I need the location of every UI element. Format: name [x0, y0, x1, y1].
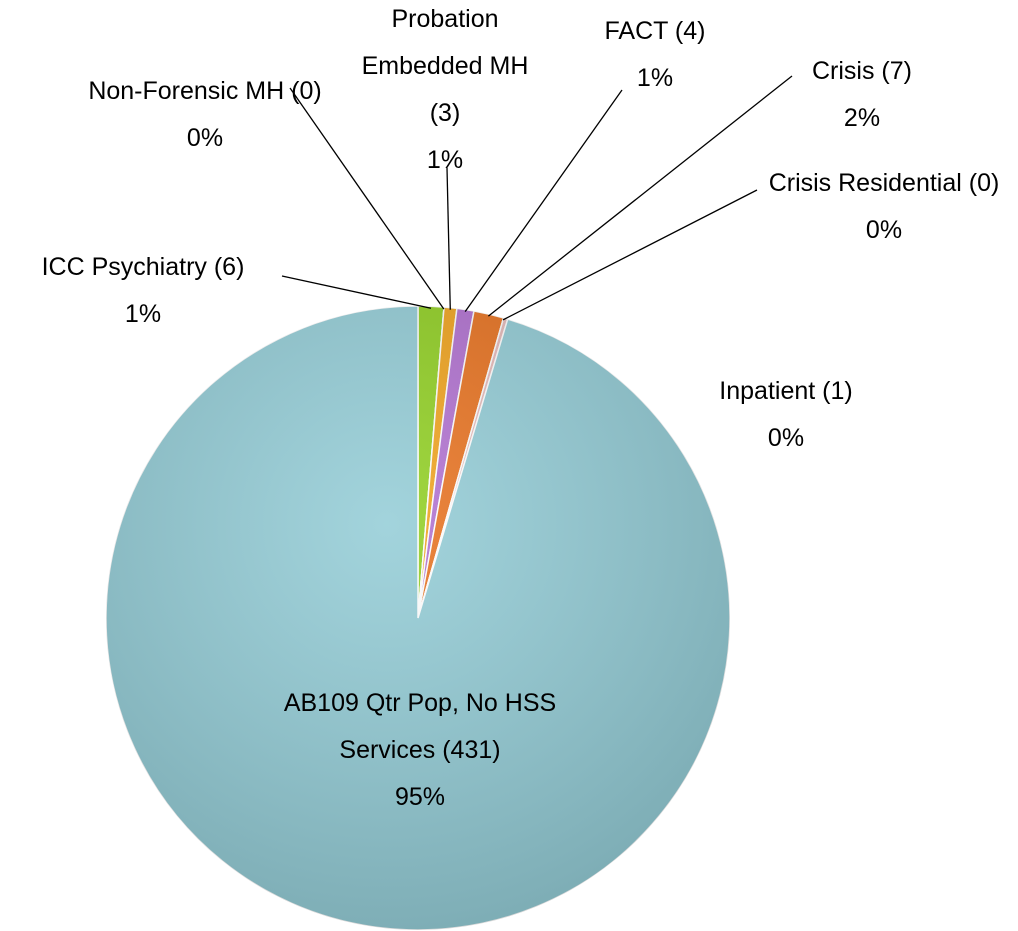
- slice-label: Probation Embedded MH (3): [361, 5, 529, 127]
- slice-label: Non-Forensic MH (0): [88, 77, 322, 105]
- slice-label: FACT (4): [604, 17, 706, 45]
- slice-percent: 2%: [843, 104, 881, 132]
- slice-percent: 1%: [636, 64, 674, 92]
- leader-line: [502, 189, 758, 321]
- slice-label: AB109 Qtr Pop, No HSS Services (431): [283, 689, 557, 764]
- leader-line: [487, 75, 793, 317]
- leader-line: [281, 275, 432, 309]
- slice-percent: 1%: [426, 146, 464, 174]
- slice-percent: 0%: [767, 424, 805, 452]
- slice-label: Crisis (7): [812, 57, 912, 85]
- slice-percent: 95%: [394, 783, 446, 811]
- pie-slice: [105, 305, 731, 931]
- slice-label: Inpatient (1): [719, 377, 853, 405]
- leader-line: [289, 87, 445, 310]
- slice-label: ICC Psychiatry (6): [41, 253, 245, 281]
- leader-line: [446, 167, 451, 310]
- slice-percent: 1%: [124, 300, 162, 328]
- slice-percent: 0%: [865, 216, 903, 244]
- slice-percent: 0%: [186, 124, 224, 152]
- leader-line: [464, 89, 623, 312]
- slice-label: Crisis Residential (0): [768, 169, 1000, 197]
